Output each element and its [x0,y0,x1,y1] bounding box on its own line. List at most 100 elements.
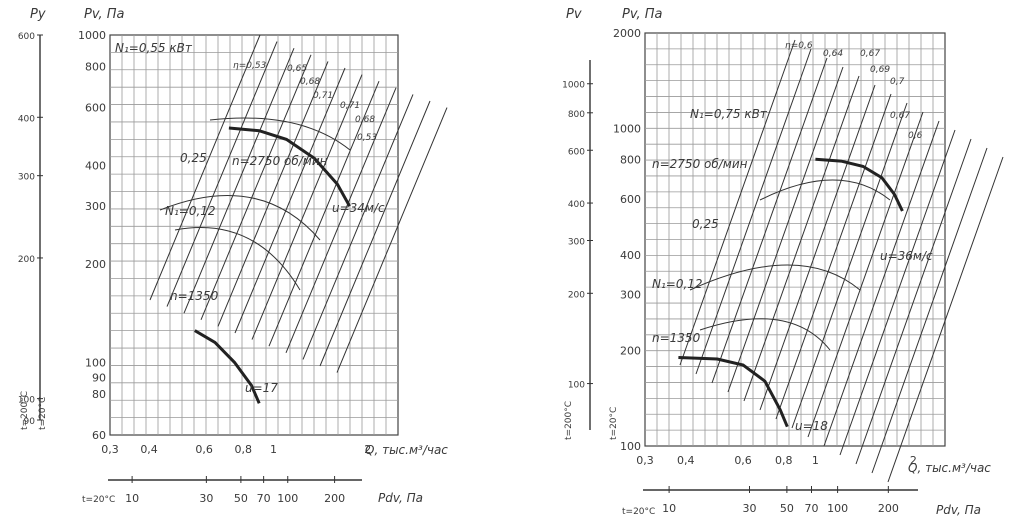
right-annotation-vel_low: u=18 [795,419,828,433]
right-y-tick: 100 [620,440,641,453]
left-speed-line [336,107,448,373]
left-aux-tick: 100 [18,396,35,406]
left-annotation-speed_high: n=2750 об/мин [232,154,328,168]
left-dyn-tick: 50 [234,492,248,505]
right-dyn-tick: 200 [878,502,899,515]
right-dyn-temp: t=20°C [622,507,655,517]
left-eta-label: 0,53 [357,133,377,143]
right-annotation-speed_high: n=2750 об/мин [652,157,748,171]
right-eta-label: η=0,6 [785,41,813,51]
right-speed-line [727,66,844,393]
left-eta-label: 0,68 [300,77,320,87]
performance-curves [159,117,904,428]
right-series-n1350 [678,356,789,428]
left-aux-tick: 400 [18,114,35,124]
right-speed-line [759,84,876,411]
left-speed-line [251,74,363,340]
left-eta-label: 0,71 [340,101,360,111]
left-dyn-tick: 200 [324,492,345,505]
right-y-tick: 400 [620,249,641,262]
left-y-tick: 80 [92,388,106,401]
left-annotation-power_max: N₁=0,55 кВт [115,41,193,55]
right-speed-line [871,147,988,474]
right-y-tick: 300 [620,289,641,302]
right-temp-20: t=20°C [609,407,619,440]
overlay-lines [149,34,1004,483]
left-dyn-tick: 30 [199,492,213,505]
right-aux-tick: 100 [568,381,585,391]
left-speed-line [319,100,431,367]
right-annotation-power_mid: 0,25 [692,217,719,231]
right-series-n2750 [815,157,904,212]
right-x-tick: 0,3 [636,454,654,467]
right-dyn-tick: 50 [780,502,794,515]
left-y-tick: 60 [92,429,106,442]
left-aux-tick: 300 [18,173,35,183]
right-power-arc [759,179,891,201]
right-y-tick: 800 [620,153,641,166]
left-aux-tick: 200 [18,255,35,265]
left-aux-tick: 600 [18,32,35,42]
left-y-tick: 400 [85,159,106,172]
left-dyn-tick: 70 [257,492,271,505]
right-speed-line [775,93,892,420]
left-x-label: Q, тыс.м³/час [365,443,448,457]
right-speed-line [887,156,1004,483]
right-power-arc [689,264,861,291]
left-y-tick: 800 [85,61,106,74]
left-speed-line [183,48,295,314]
right-speed-line [695,48,812,375]
right-eta-label: 0,67 [890,111,910,121]
left-speed-line [200,54,312,320]
right-dyn-tick: 10 [662,502,676,515]
left-temp-200: t=200°C [20,391,30,430]
right-y-tick: 1000 [613,123,641,136]
right-temp-200: t=200°C [564,401,574,440]
right-dyn-label: Pdv, Па [936,503,981,517]
right-y-tick: 200 [620,344,641,357]
left-power-arc [209,117,351,151]
left-aux-tick: 90 [24,417,36,427]
right-dyn-tick: 70 [805,502,819,515]
right-x-tick: 2 [910,454,917,467]
left-y-label: Pv, Па [84,7,125,22]
left-annotation-power_mid: 0,25 [180,151,207,165]
left-power-arc [174,227,301,291]
left-eta-label: η=0,53 [233,61,267,71]
right-x-label: Q, тыс.м³/час [908,461,991,475]
left-speed-line [285,87,397,353]
left-temp-20: t=20°C [38,397,48,430]
left-speed-line [302,94,414,360]
right-dyn-tick: 30 [742,502,756,515]
right-eta-label: 0,67 [860,49,880,59]
right-aux-tick: 1000 [562,81,585,91]
right-aux-tick: 800 [568,110,585,120]
left-x-tick: 0,4 [140,443,158,456]
left-power-arc [159,194,321,241]
left-speed-line [234,67,346,334]
right-x-tick: 0,4 [677,454,695,467]
left-x-tick: 1 [270,443,277,456]
right-y-tick: 2000 [613,27,641,40]
right-annotation-vel_high: u=36м/с [880,249,933,263]
left-y-tick: 100 [85,356,106,369]
left-series-n2750 [228,126,351,207]
right-annotation-power_low: N₁=0,12 [652,277,703,291]
left-dyn-tick: 10 [125,492,139,505]
left-x-tick: 0,6 [195,443,213,456]
right-power-arc [699,318,831,351]
left-speed-line [217,61,329,327]
left-dyn-temp: t=20°C [82,495,115,505]
left-x-tick: 0,3 [101,443,119,456]
right-eta-label: 0,7 [890,77,905,87]
right-eta-label: 0,6 [908,131,923,141]
right-x-tick: 1 [812,454,819,467]
right-speed-line [711,57,828,384]
left-dyn-tick: 100 [277,492,298,505]
right-aux-tick: 600 [568,147,585,157]
left-aux-y-label: Py [30,7,46,22]
left-annotation-vel_low: u=17 [245,381,278,395]
right-speed-line [839,129,956,456]
